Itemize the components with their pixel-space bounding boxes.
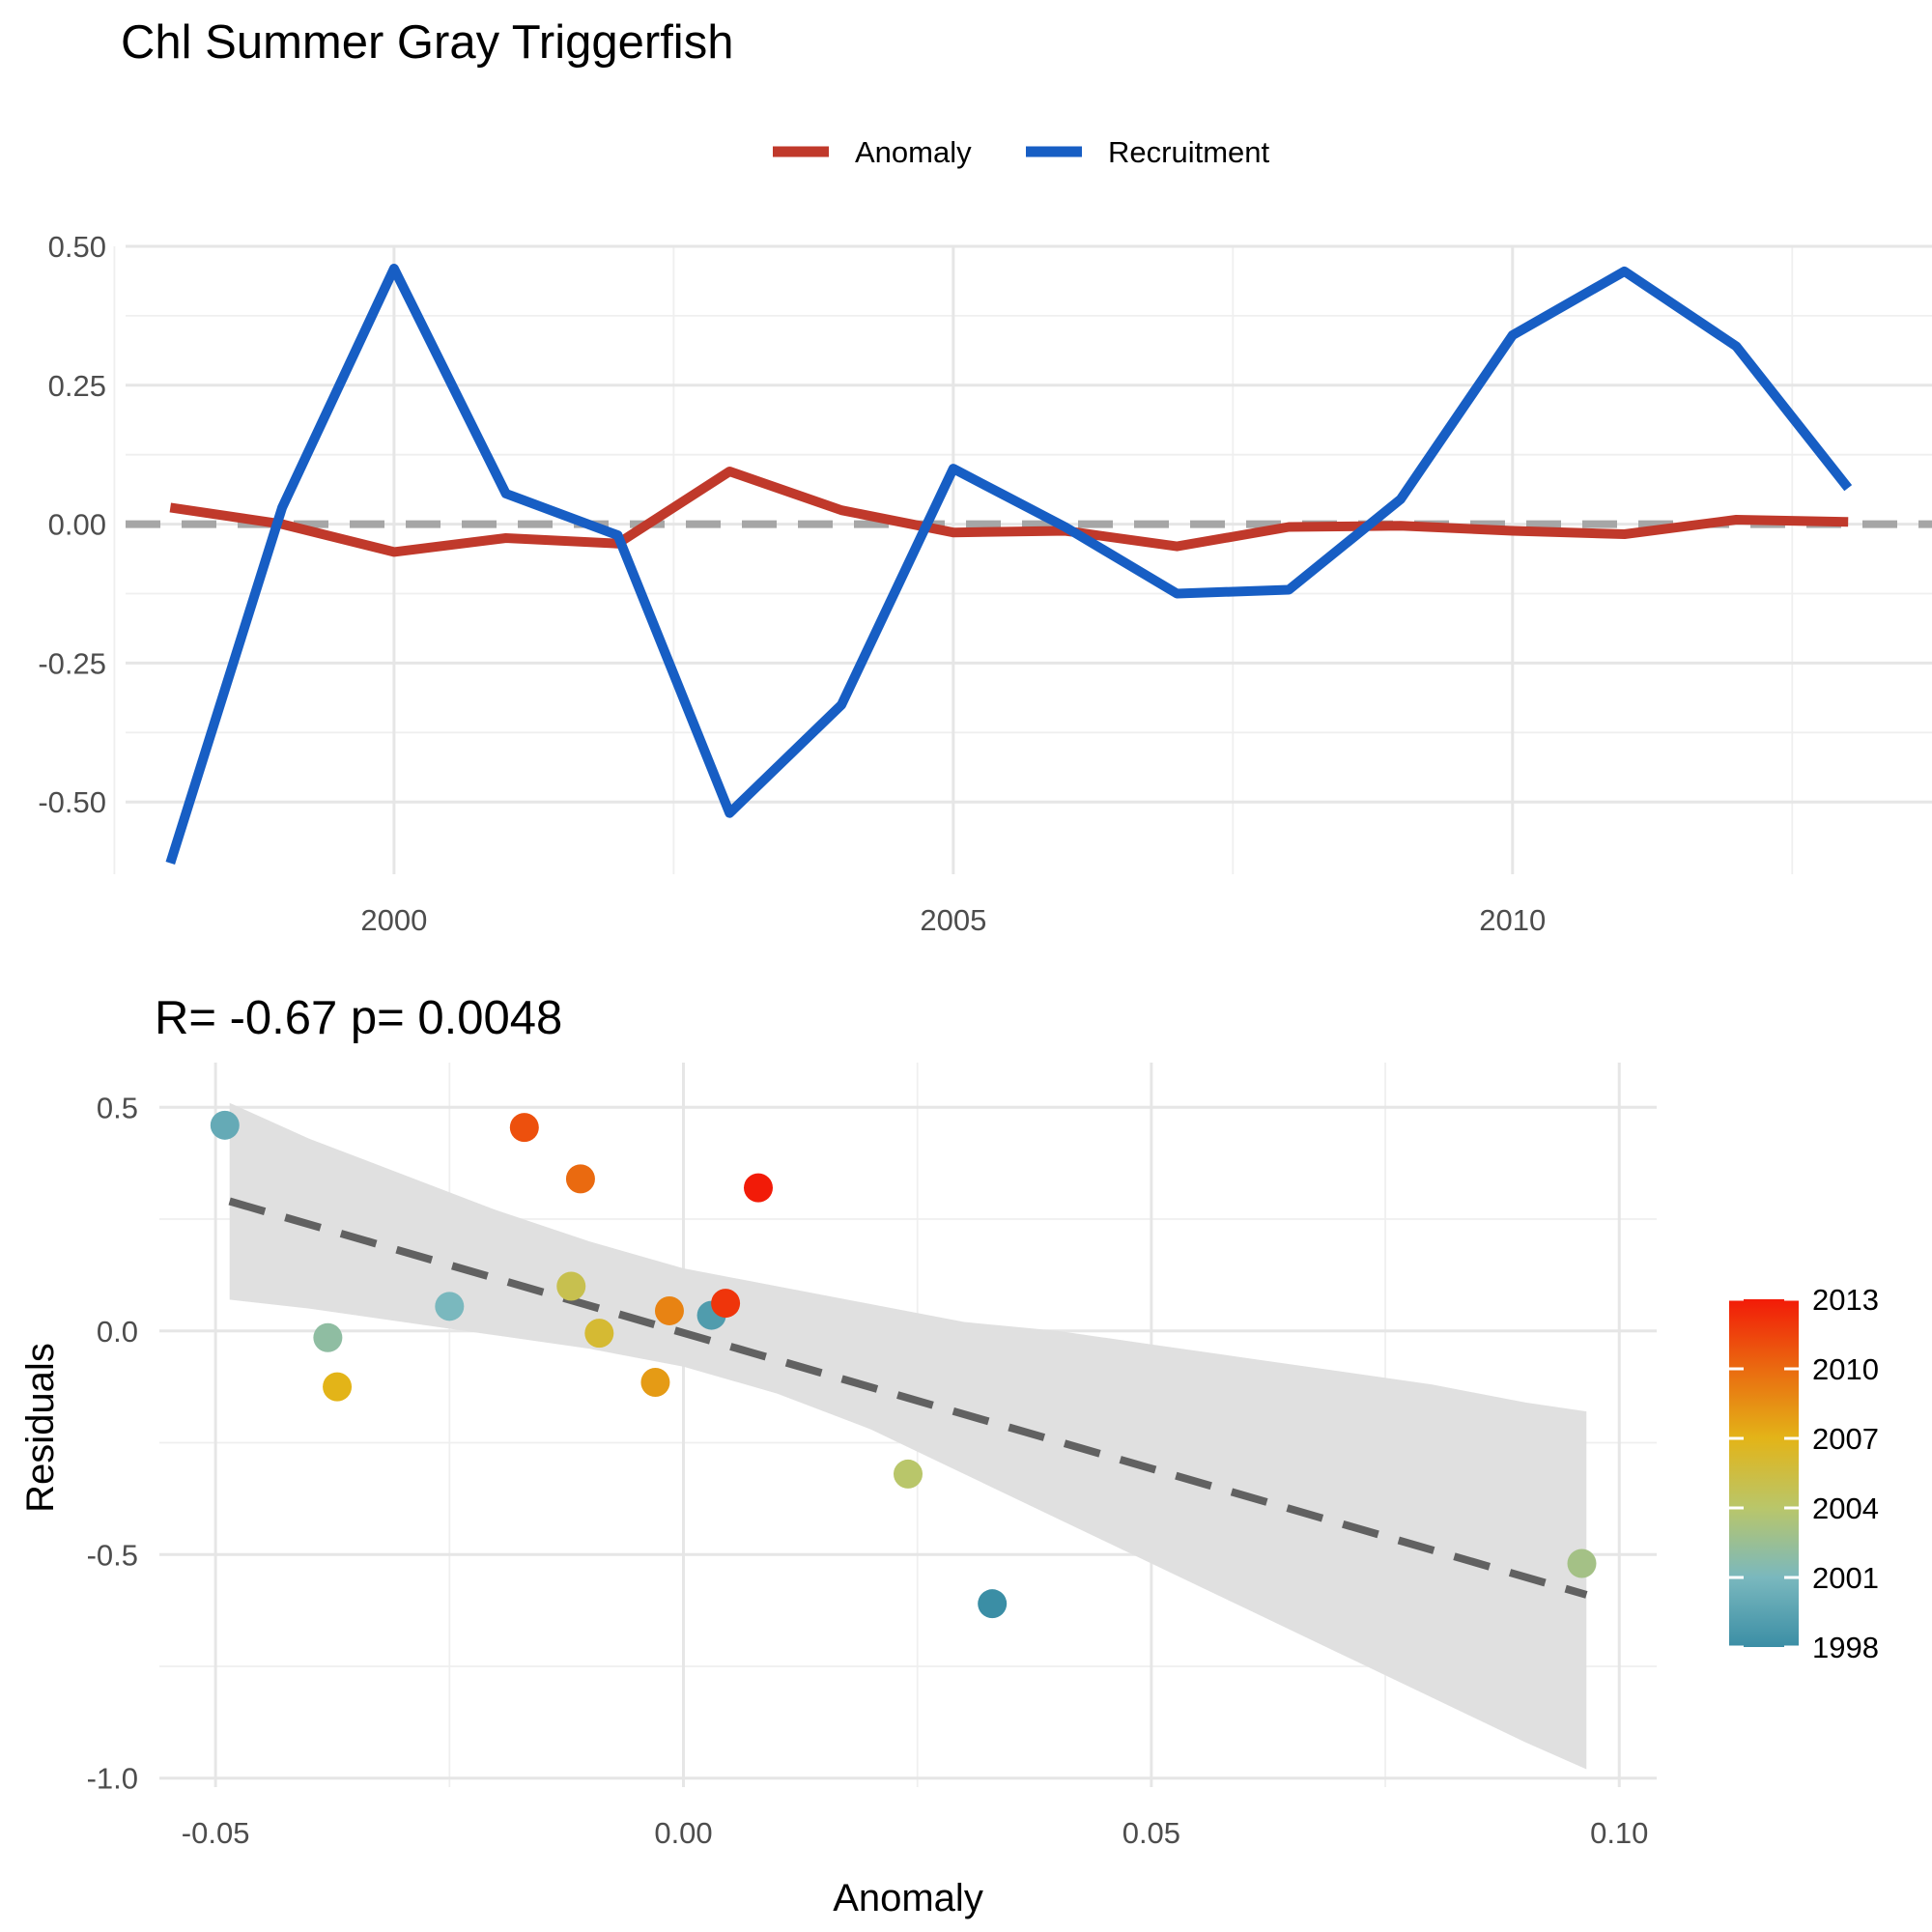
top-x-ticks: 2000 2005 2010: [360, 903, 1546, 937]
y-tick-label: -0.5: [87, 1538, 138, 1572]
scatter-point: [640, 1368, 670, 1398]
scatter-point: [435, 1292, 465, 1321]
scatter-point: [210, 1110, 240, 1140]
scatter-point: [744, 1173, 773, 1203]
scatter-title: R= -0.67 p= 0.0048: [155, 992, 562, 1044]
y-tick-label: 0.25: [48, 369, 106, 403]
top-legend: Anomaly Recruitment: [773, 135, 1269, 169]
y-tick-label: 0.50: [48, 230, 106, 264]
y-tick-label: 0.5: [97, 1091, 138, 1124]
colorbar-tick-label: 2013: [1812, 1283, 1879, 1317]
scatter-point: [894, 1459, 923, 1489]
top-y-ticks: -0.50 -0.25 0.00 0.25 0.50: [38, 230, 106, 819]
scatter-points: [210, 1110, 1597, 1619]
scatter-point: [556, 1271, 586, 1301]
colorbar-tick-label: 1998: [1812, 1631, 1879, 1664]
scatter-point: [313, 1322, 343, 1352]
x-tick-label: 2005: [920, 903, 986, 937]
series-line-recruitment: [165, 264, 1853, 866]
confidence-band: [229, 1102, 1587, 1770]
scatter-point: [565, 1164, 595, 1194]
scatter-point: [509, 1113, 539, 1143]
colorbar-bar: [1729, 1299, 1799, 1647]
y-tick-label: 0.0: [97, 1315, 138, 1349]
scatter-x-ticks: -0.05 0.00 0.05 0.10: [182, 1816, 1649, 1850]
y-tick-label: -0.50: [38, 785, 106, 819]
scatter-point: [654, 1295, 684, 1325]
colorbar-tick-label: 2010: [1812, 1352, 1879, 1386]
colorbar-tick-label: 2007: [1812, 1422, 1879, 1456]
colorbar-tick-label: 2001: [1812, 1561, 1879, 1595]
x-tick-label: 0.00: [654, 1816, 712, 1850]
legend-label-recruitment: Recruitment: [1108, 135, 1269, 169]
y-axis-label: Residuals: [19, 1343, 62, 1513]
scatter-point: [711, 1289, 741, 1319]
x-tick-label: 2010: [1479, 903, 1546, 937]
y-tick-label: -1.0: [87, 1762, 138, 1796]
fit-line: [228, 1197, 1588, 1599]
x-tick-label: 0.05: [1122, 1816, 1180, 1850]
y-tick-label: 0.00: [48, 508, 106, 542]
series-line-anomaly: [169, 467, 1849, 557]
scatter-point: [584, 1319, 614, 1349]
x-tick-label: 0.10: [1590, 1816, 1648, 1850]
top-chart: -0.50 -0.25 0.00 0.25 0.50 2000 2005 2010: [38, 230, 1932, 937]
chart-title: Chl Summer Gray Triggerfish: [121, 16, 733, 69]
x-tick-label: 2000: [360, 903, 427, 937]
scatter-y-ticks: -1.0 -0.5 0.0 0.5: [87, 1091, 138, 1795]
legend-label-anomaly: Anomaly: [855, 135, 972, 169]
top-grid: [113, 244, 1932, 874]
scatter-point: [978, 1589, 1008, 1619]
y-tick-label: -0.25: [38, 646, 106, 680]
scatter-point: [1567, 1548, 1597, 1578]
year-colorbar: 1998 2001 2004 2007 2010 2013: [1729, 1283, 1879, 1664]
colorbar-ticks: 1998 2001 2004 2007 2010 2013: [1729, 1283, 1879, 1664]
colorbar-tick-label: 2004: [1812, 1492, 1879, 1525]
x-axis-label: Anomaly: [833, 1877, 983, 1919]
scatter-point: [323, 1372, 353, 1402]
scatter-chart: -1.0 -0.5 0.0 0.5 -0.05 0.00 0.05 0.10 Anomaly…: [19, 1063, 1657, 1919]
x-tick-label: -0.05: [182, 1816, 250, 1850]
